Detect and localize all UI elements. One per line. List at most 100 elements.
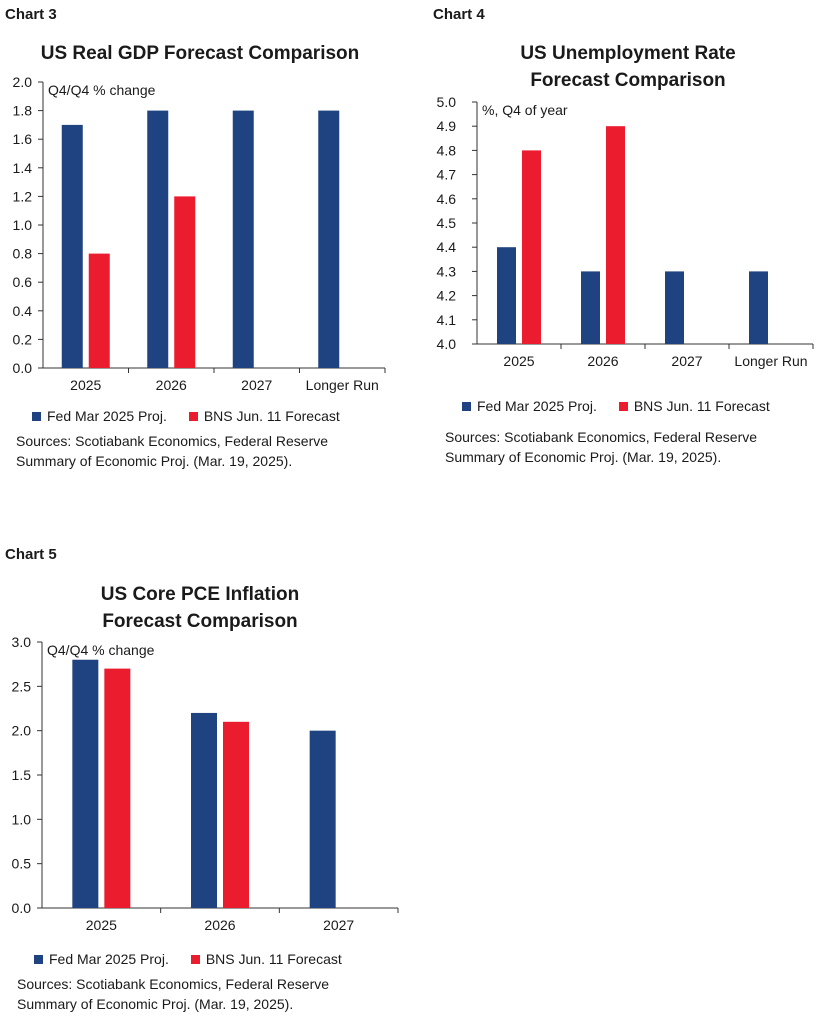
- y-tick-label: 1.5: [12, 767, 32, 783]
- y-tick-label: 4.7: [437, 167, 457, 183]
- bar-fed-2027: [232, 110, 254, 368]
- legend-item-bns: BNS Jun. 11 Forecast: [618, 398, 770, 414]
- bar-fed-2026: [581, 271, 600, 344]
- y-tick-label: 4.1: [437, 312, 457, 328]
- chart-title: US Core PCE Inflation Forecast Compariso…: [0, 581, 400, 635]
- y-tick-label: 4.9: [437, 118, 457, 134]
- x-tick-label: Longer Run: [306, 377, 379, 393]
- chart-plot: 0.0 0.5 1.0 1.5 2.0 2.5 3.0 Q4/Q4 % change 2025 2…: [12, 634, 399, 933]
- bar-bns-2026: [174, 196, 196, 368]
- legend-label-fed: Fed Mar 2025 Proj.: [47, 408, 167, 424]
- y-tick-label: 0.8: [13, 246, 33, 262]
- x-tick-label: 2026: [204, 917, 235, 933]
- chart-legend: Fed Mar 2025 Proj. BNS Jun. 11 Forecast: [32, 408, 362, 424]
- chart-title: US Unemployment Rate Forecast Comparison: [428, 40, 828, 94]
- source-line: Sources: Scotiabank Economics, Federal R…: [16, 433, 329, 449]
- chart-source: Sources: Scotiabank Economics, Federal R…: [445, 427, 757, 467]
- legend-swatch-fed: [34, 954, 43, 964]
- y-tick-label: 0.5: [12, 856, 32, 872]
- bar-fed-longer-run: [749, 271, 768, 344]
- y-tick-label: 2.0: [13, 74, 33, 90]
- chart-legend: Fed Mar 2025 Proj. BNS Jun. 11 Forecast: [462, 398, 792, 414]
- y-tick-label: 0.0: [13, 360, 33, 376]
- bar-bns-2026: [606, 126, 625, 344]
- bar-fed-2027: [309, 730, 336, 908]
- bar-fed-2025: [61, 124, 83, 369]
- y-tick-label: 0.0: [12, 900, 32, 916]
- y-tick-label: 4.0: [437, 336, 457, 352]
- y-tick-label: 1.6: [13, 131, 33, 147]
- chart-number: Chart 4: [433, 6, 485, 23]
- bar-bns-2025: [88, 253, 110, 368]
- y-tick-label: 2.5: [12, 678, 32, 694]
- bar-fed-2026: [147, 110, 169, 368]
- y-tick-label: 1.0: [12, 811, 32, 827]
- bar-fed-2025: [497, 247, 516, 344]
- x-tick-label: Longer Run: [734, 353, 807, 369]
- legend-swatch-bns: [190, 954, 200, 964]
- bar-bns-2026: [223, 721, 249, 908]
- legend-label-bns: BNS Jun. 11 Forecast: [205, 951, 342, 967]
- source-line: Summary of Economic Proj. (Mar. 19, 2025…: [445, 449, 722, 465]
- y-tick-label: 1.2: [13, 188, 33, 204]
- x-tick-label: 2025: [70, 377, 101, 393]
- x-tick-label: 2025: [86, 917, 117, 933]
- y-tick-label: 1.4: [13, 160, 33, 176]
- chart-number: Chart 5: [5, 546, 57, 563]
- legend-item-fed: Fed Mar 2025 Proj.: [34, 951, 169, 967]
- legend-item-bns: BNS Jun. 11 Forecast: [188, 408, 340, 424]
- chart-plot: 4.0 4.1 4.2 4.3 4.4 4.5 4.6 4.7 4.8 4.9 5.0 %, Q4 o…: [437, 94, 814, 369]
- chart-5: Chart 5 US Core PCE Inflation Forecast C…: [0, 540, 414, 1023]
- y-tick-label: 4.6: [437, 191, 457, 207]
- source-line: Sources: Scotiabank Economics, Federal R…: [445, 429, 758, 445]
- source-line: Sources: Scotiabank Economics, Federal R…: [17, 976, 330, 992]
- source-line: Summary of Economic Proj. (Mar. 19, 2025…: [16, 453, 293, 469]
- x-tick-label: 2027: [241, 377, 272, 393]
- legend-swatch-bns: [188, 411, 198, 421]
- chart-title: US Real GDP Forecast Comparison: [40, 43, 360, 64]
- y-tick-label: 0.4: [13, 303, 33, 319]
- legend-item-fed: Fed Mar 2025 Proj.: [462, 398, 597, 414]
- y-tick-label: 3.0: [12, 634, 32, 650]
- y-tick-label: 5.0: [437, 94, 457, 110]
- chart-plot: 0.0 0.2 0.4 0.6 0.8 1.0 1.2 1.4 1.6 1.8 2.0 Q4/Q4 %…: [13, 74, 386, 393]
- y-tick-label: 4.5: [437, 215, 457, 231]
- y-tick-label: 1.0: [13, 217, 33, 233]
- chart-title-line: US Core PCE Inflation: [100, 584, 300, 605]
- legend-swatch-fed: [32, 411, 41, 421]
- y-tick-label: 0.6: [13, 274, 33, 290]
- x-tick-label: 2025: [503, 353, 534, 369]
- bar-bns-2025: [522, 150, 541, 344]
- legend-item-fed: Fed Mar 2025 Proj.: [32, 408, 167, 424]
- chart-legend: Fed Mar 2025 Proj. BNS Jun. 11 Forecast: [34, 951, 364, 967]
- bar-bns-2025: [104, 668, 131, 908]
- legend-label-bns: BNS Jun. 11 Forecast: [203, 408, 340, 424]
- x-tick-label: 2027: [671, 353, 702, 369]
- x-tick-label: 2027: [323, 917, 354, 933]
- chart-title-line: Forecast Comparison: [530, 70, 726, 91]
- chart-number: Chart 3: [5, 6, 57, 23]
- chart-source: Sources: Scotiabank Economics, Federal R…: [16, 431, 328, 471]
- y-tick-label: 0.2: [13, 331, 33, 347]
- y-tick-label: 4.3: [437, 263, 457, 279]
- legend-label-fed: Fed Mar 2025 Proj.: [49, 951, 169, 967]
- x-tick-label: 2026: [587, 353, 618, 369]
- legend-swatch-bns: [618, 401, 628, 411]
- y-tick-label: 1.8: [13, 103, 33, 119]
- bar-fed-longer-run: [318, 110, 340, 368]
- axis-unit-label: Q4/Q4 % change: [48, 82, 156, 98]
- chart-source: Sources: Scotiabank Economics, Federal R…: [17, 974, 329, 1014]
- bar-fed-2026: [191, 712, 217, 908]
- axis-unit-label: %, Q4 of year: [482, 102, 568, 118]
- legend-swatch-fed: [462, 401, 471, 411]
- legend-label-fed: Fed Mar 2025 Proj.: [477, 398, 597, 414]
- y-tick-label: 4.4: [437, 239, 457, 255]
- bar-fed-2027: [665, 271, 684, 344]
- chart-4: Chart 4 US Unemployment Rate Forecast Co…: [428, 0, 828, 480]
- legend-item-bns: BNS Jun. 11 Forecast: [190, 951, 342, 967]
- legend-label-bns: BNS Jun. 11 Forecast: [633, 398, 770, 414]
- y-tick-label: 4.8: [437, 142, 457, 158]
- axis-unit-label: Q4/Q4 % change: [47, 642, 155, 658]
- chart-title-line: US Unemployment Rate: [520, 43, 736, 64]
- x-tick-label: 2026: [156, 377, 187, 393]
